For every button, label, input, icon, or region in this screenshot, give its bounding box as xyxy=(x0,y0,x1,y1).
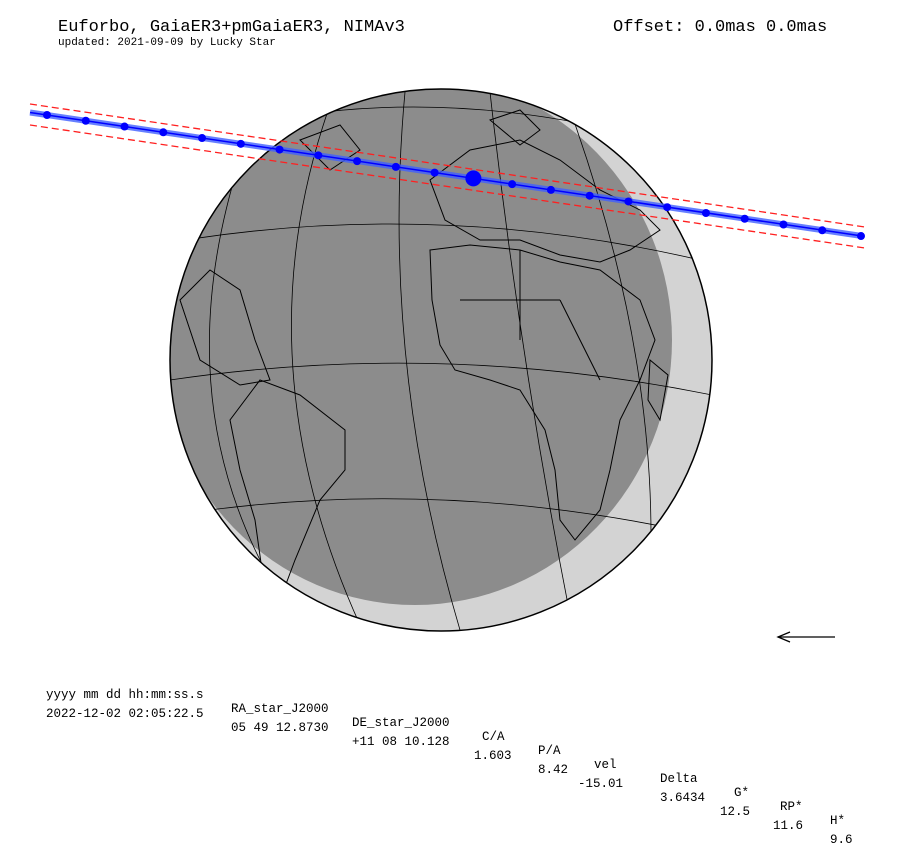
col-h: H* xyxy=(830,814,846,828)
track-point xyxy=(624,197,633,206)
track-point xyxy=(314,151,323,160)
track-point xyxy=(546,185,555,194)
val-delta: 3.6434 xyxy=(660,791,706,805)
globe-limb xyxy=(169,88,713,632)
track-point xyxy=(430,168,439,177)
track-point xyxy=(391,162,400,171)
track-point xyxy=(43,111,51,119)
val-g: 12.5 xyxy=(720,805,751,819)
track-point xyxy=(81,116,90,125)
val-pa: 8.42 xyxy=(538,763,569,777)
col-ra: RA_star_J2000 xyxy=(231,702,329,716)
map-subtitle: updated: 2021-09-09 by Lucky Star xyxy=(58,37,276,49)
col-ca: C/A xyxy=(482,730,505,744)
occultation-map xyxy=(29,88,866,643)
track-point xyxy=(275,145,284,154)
val-h: 9.6 xyxy=(830,833,853,847)
table-value-row: 2022-12-02 02:05:22.5 05 49 12.8730 +11 … xyxy=(46,693,853,847)
track-point xyxy=(779,220,788,229)
track-point xyxy=(663,203,672,212)
map-title: Euforbo, GaiaER3+pmGaiaER3, NIMAv3 xyxy=(58,18,405,37)
track-point xyxy=(585,191,594,200)
arrow-left-icon xyxy=(776,631,835,643)
night-region xyxy=(170,89,672,605)
col-vel: vel xyxy=(594,758,617,772)
closest-approach-point xyxy=(465,170,482,187)
val-ca: 1.603 xyxy=(474,749,512,763)
track-point xyxy=(353,157,362,166)
track-points xyxy=(43,111,865,241)
track-point xyxy=(508,180,517,189)
val-rp: 11.6 xyxy=(773,819,804,833)
col-pa: P/A xyxy=(538,744,561,758)
track-point xyxy=(159,128,168,137)
offset-label: Offset: 0.0mas 0.0mas xyxy=(613,18,828,37)
col-rp: RP* xyxy=(780,800,803,814)
track-point xyxy=(857,232,865,241)
north-limit-line xyxy=(29,103,866,228)
graticule xyxy=(170,91,712,631)
track-point xyxy=(236,139,245,148)
val-ra: 05 49 12.8730 xyxy=(231,721,329,735)
col-de: DE_star_J2000 xyxy=(352,716,450,730)
track-point xyxy=(818,226,827,235)
val-date: 2022-12-02 02:05:22.5 xyxy=(46,707,204,721)
south-limit-line xyxy=(29,124,866,249)
col-g: G* xyxy=(734,786,750,800)
val-de: +11 08 10.128 xyxy=(352,735,450,749)
central-line xyxy=(29,111,863,237)
val-vel: -15.01 xyxy=(578,777,624,791)
col-date: yyyy mm dd hh:mm:ss.s xyxy=(46,688,204,702)
track-point xyxy=(198,134,207,143)
track-point xyxy=(701,208,710,217)
track-point xyxy=(120,122,129,131)
col-delta: Delta xyxy=(660,772,698,786)
track-point xyxy=(740,214,749,223)
